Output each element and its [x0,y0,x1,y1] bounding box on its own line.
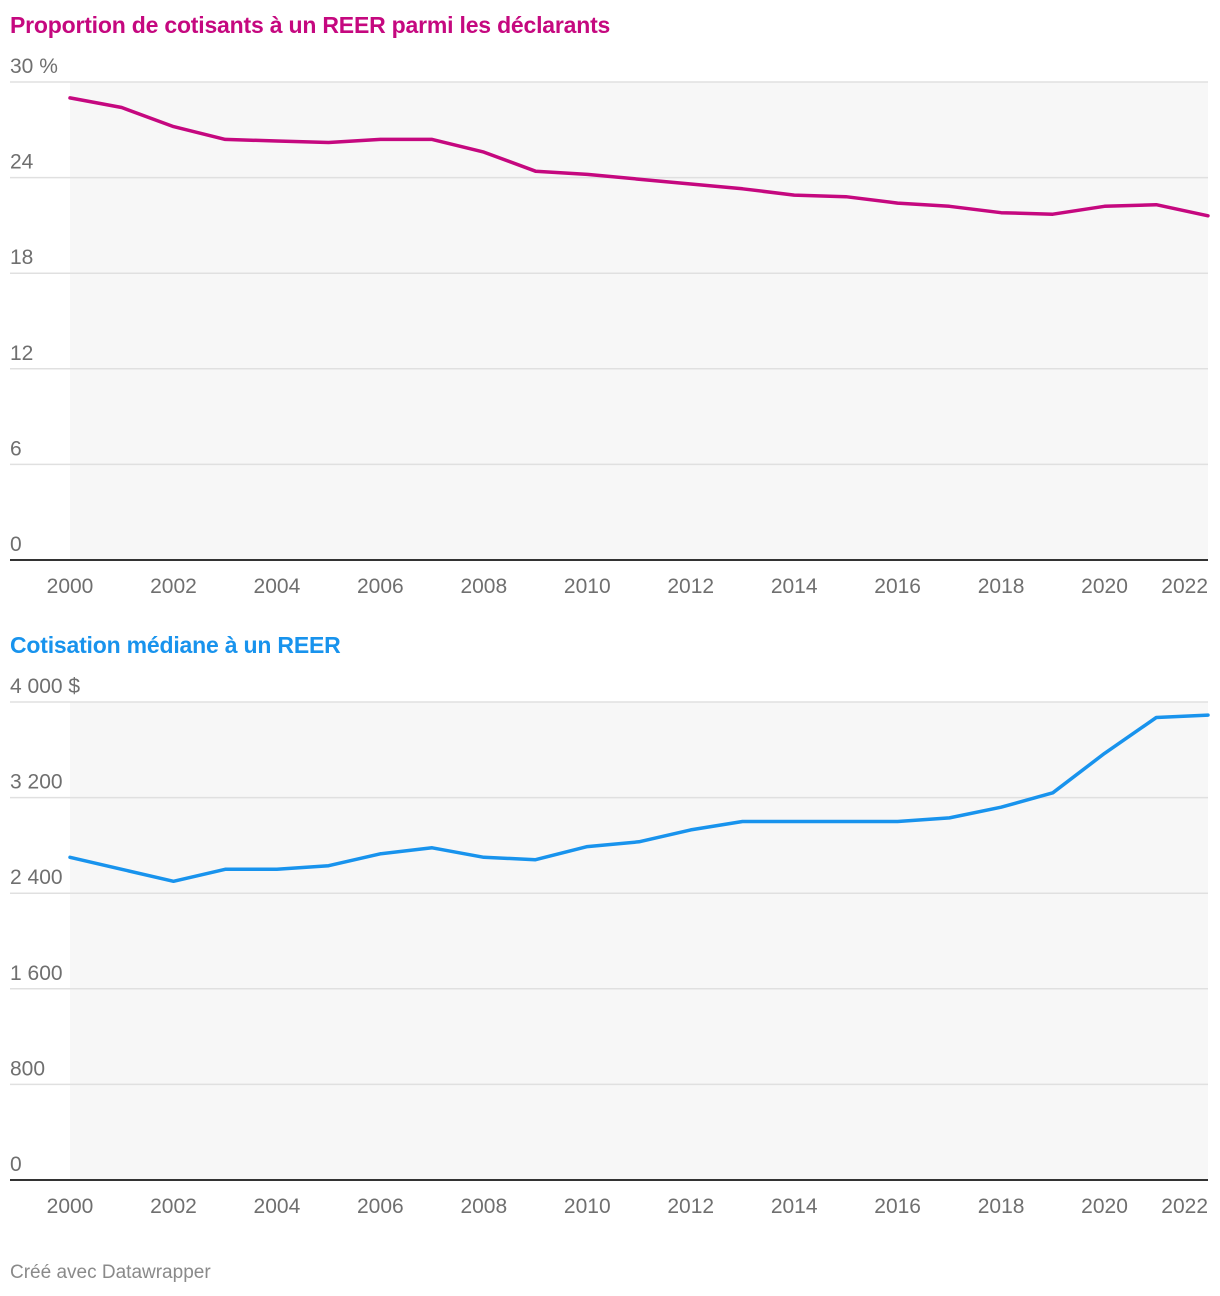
y-tick-label-median: 800 [10,1057,45,1080]
y-tick-label-median: 4 000 $ [10,675,80,698]
x-tick-label-median: 2006 [357,1195,404,1218]
x-tick-label-proportion: 2010 [564,575,611,598]
x-tick-label-proportion: 2014 [771,575,818,598]
x-tick-label-median: 2014 [771,1195,818,1218]
x-tick-label-proportion: 2006 [357,575,404,598]
x-tick-label-proportion: 2004 [254,575,301,598]
series-line-median [68,713,1210,884]
x-tick-label-median: 2010 [564,1195,611,1218]
y-tick-label-proportion: 12 [10,342,33,365]
plot-area-median [70,702,1208,1180]
chart-proportion: 0 6 12 18 24 30 % 2000 2002 2004 2006 2008 2010 2012… [10,55,1210,598]
y-tick-label-proportion: 24 [10,151,34,174]
x-tick-label-proportion: 2012 [667,575,714,598]
chart-title-median: Cotisation médiane à un REER [10,632,341,658]
plot-area-proportion [70,82,1208,560]
chart-median: 0 800 1 600 2 400 3 200 4 000 $ 2000 2002 2004 20… [10,675,1210,1218]
x-tick-label-proportion: 2000 [47,575,94,598]
x-tick-label-median: 2002 [150,1195,197,1218]
x-tick-label-median: 2016 [874,1195,921,1218]
x-tick-label-proportion: 2022 [1161,575,1208,598]
x-tick-label-proportion: 2008 [460,575,507,598]
x-tick-label-median: 2018 [978,1195,1025,1218]
x-tick-label-median: 2008 [460,1195,507,1218]
y-tick-label-proportion: 6 [10,437,22,460]
y-tick-label-proportion: 18 [10,246,33,269]
x-tick-label-median: 2020 [1081,1195,1128,1218]
x-tick-label-proportion: 2020 [1081,575,1128,598]
x-tick-label-proportion: 2018 [978,575,1025,598]
series-line-proportion [68,96,1210,218]
x-tick-label-proportion: 2002 [150,575,197,598]
x-tick-label-median: 2012 [667,1195,714,1218]
y-tick-label-median: 1 600 [10,962,63,985]
x-tick-label-median: 2000 [47,1195,94,1218]
y-tick-label-median: 2 400 [10,866,63,889]
footer-credit: Créé avec Datawrapper [10,1262,211,1283]
x-tick-label-median: 2022 [1161,1195,1208,1218]
y-tick-label-proportion: 30 % [10,55,58,78]
chart-title-proportion: Proportion de cotisants à un REER parmi … [10,12,611,38]
y-tick-label-proportion: 0 [10,533,22,556]
y-tick-label-median: 0 [10,1153,22,1176]
x-tick-label-median: 2004 [254,1195,301,1218]
y-tick-label-median: 3 200 [10,771,63,794]
x-tick-label-proportion: 2016 [874,575,921,598]
